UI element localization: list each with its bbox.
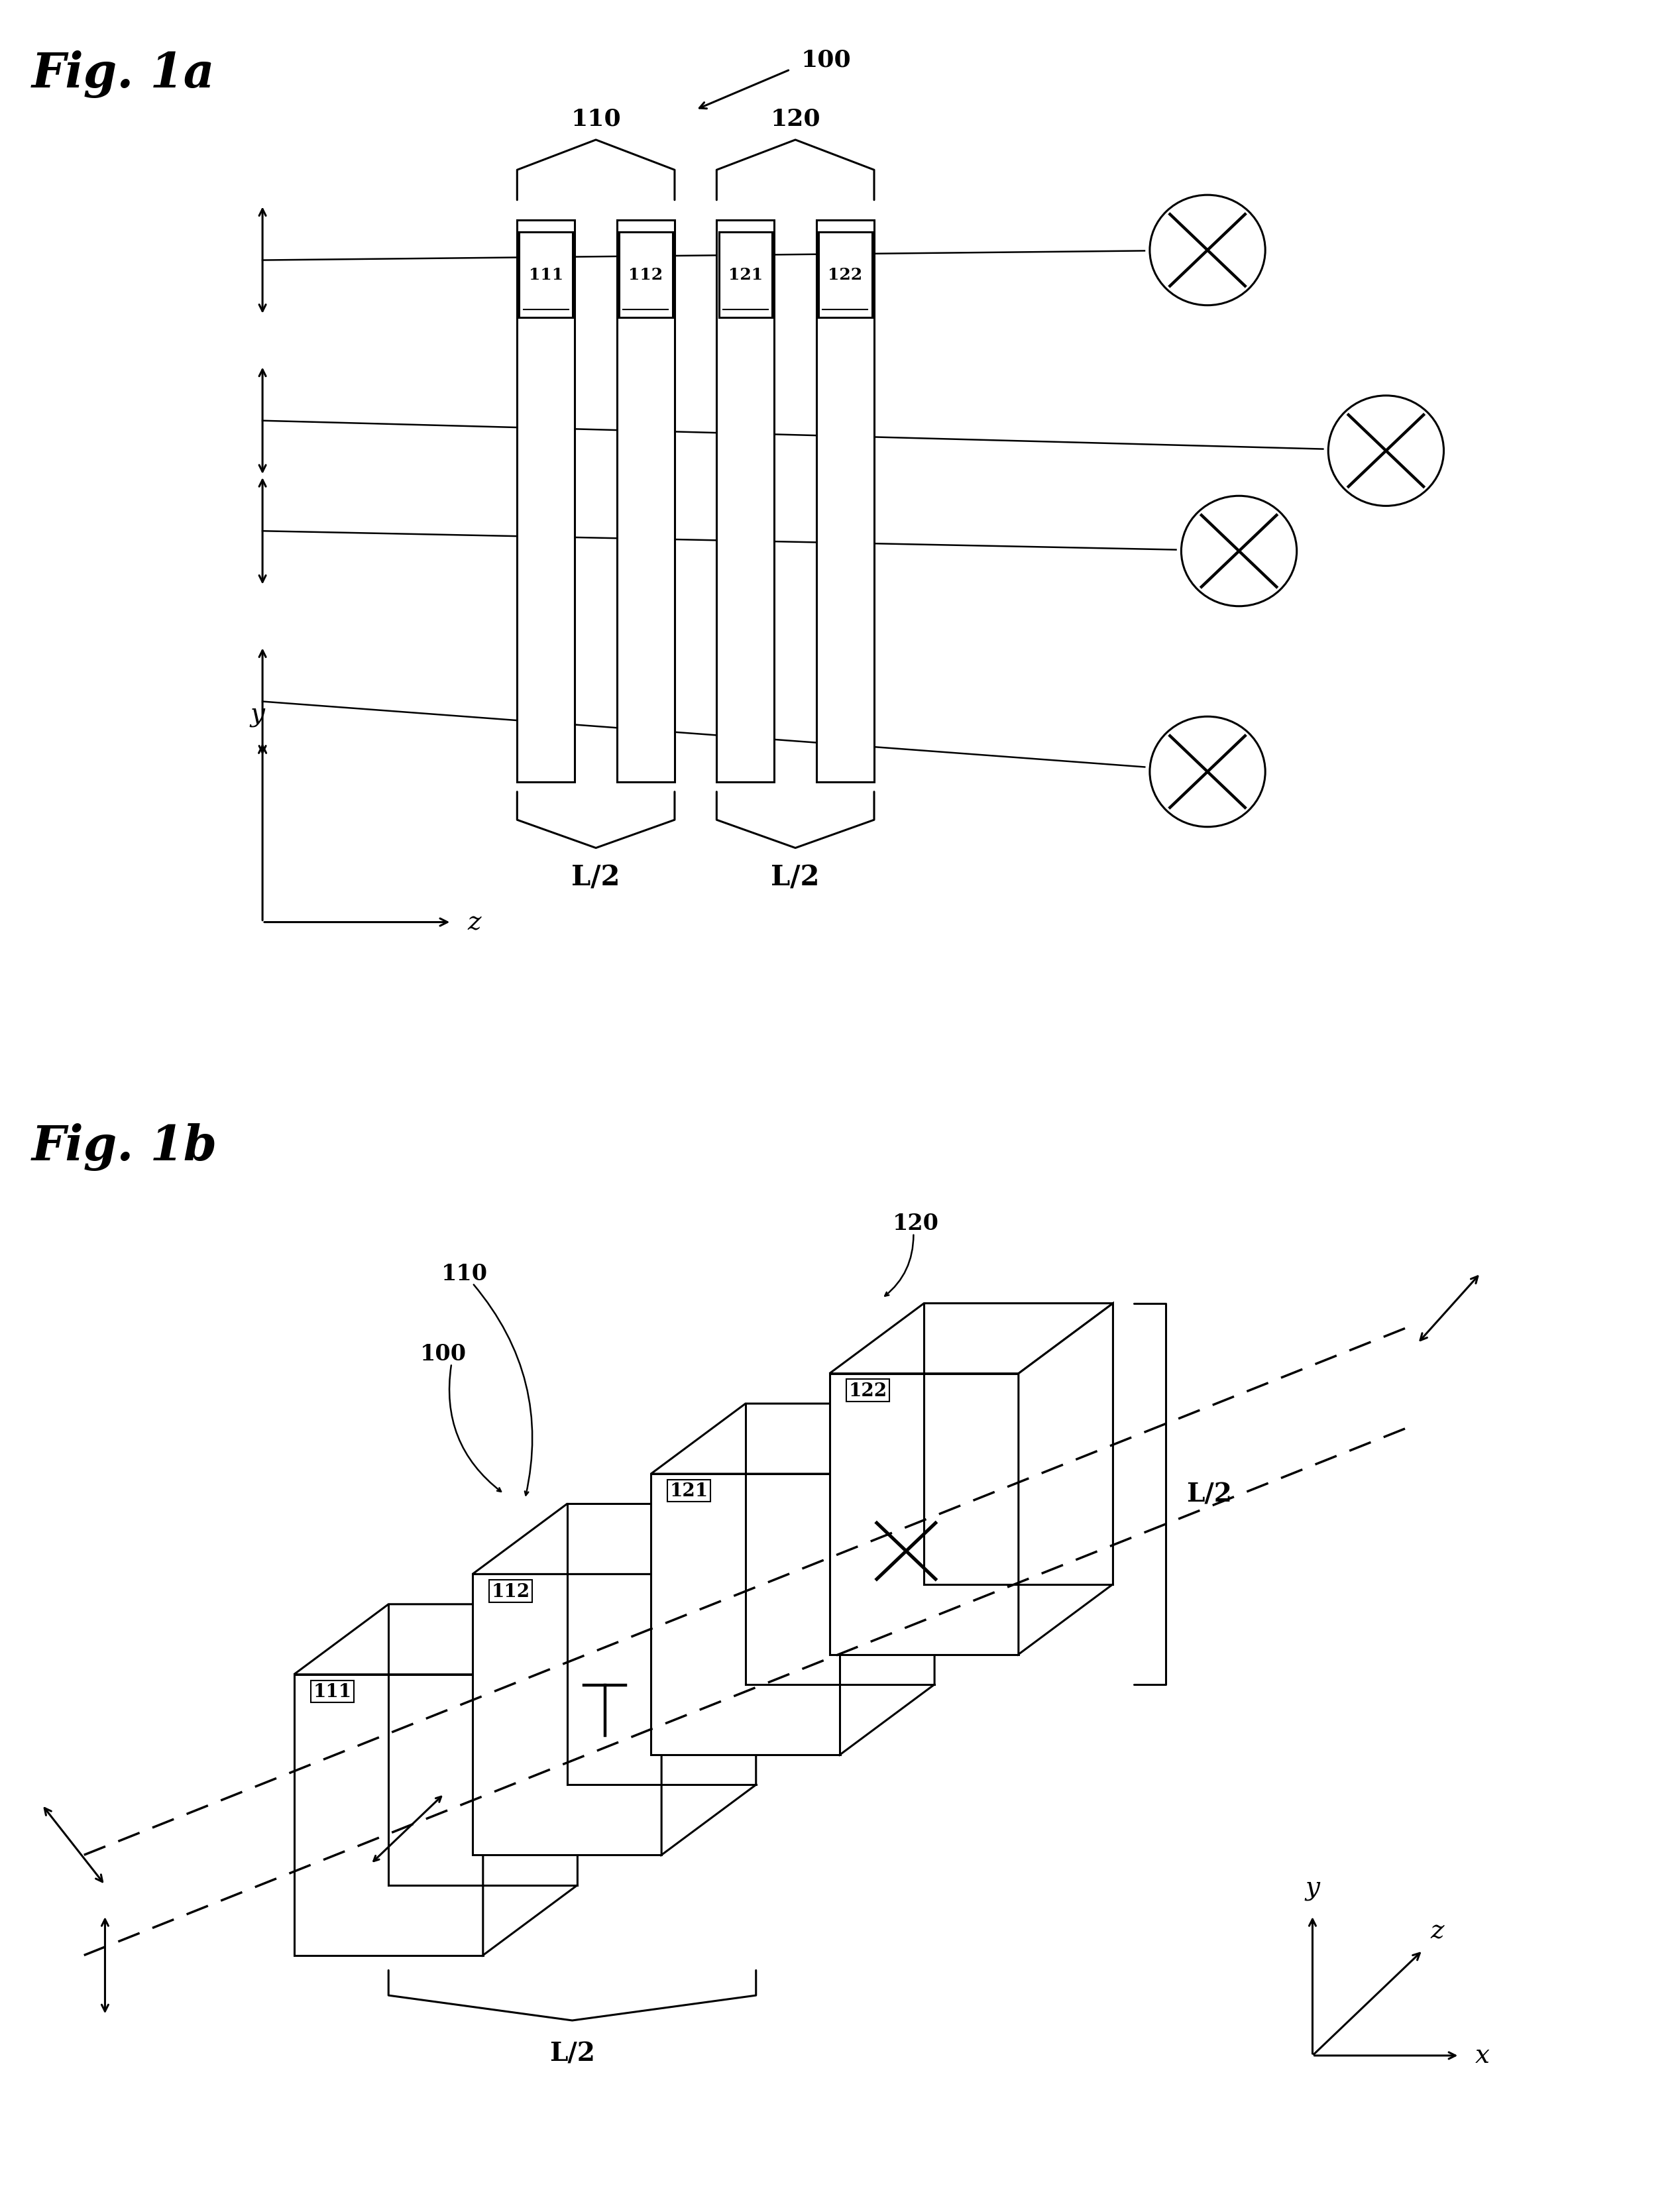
Bar xyxy=(617,221,675,783)
Bar xyxy=(519,232,573,318)
Text: 111: 111 xyxy=(312,1683,351,1701)
Text: y: y xyxy=(250,702,264,728)
Text: Fig. 1b: Fig. 1b xyxy=(32,1123,217,1171)
Text: 120: 120 xyxy=(771,108,820,130)
Text: z: z xyxy=(1430,1919,1443,1943)
Polygon shape xyxy=(652,1474,840,1754)
Text: Fig. 1a: Fig. 1a xyxy=(32,51,215,97)
Text: 111: 111 xyxy=(529,267,563,282)
Polygon shape xyxy=(830,1374,1018,1654)
Bar xyxy=(618,232,672,318)
Text: x: x xyxy=(1475,2043,1490,2067)
Text: 110: 110 xyxy=(571,108,622,130)
Bar xyxy=(719,232,773,318)
Text: 112: 112 xyxy=(491,1582,529,1599)
Text: 100: 100 xyxy=(420,1343,467,1366)
Text: 122: 122 xyxy=(848,1381,887,1399)
Polygon shape xyxy=(1018,1304,1114,1654)
Text: 121: 121 xyxy=(670,1482,709,1500)
Text: 110: 110 xyxy=(440,1262,487,1284)
Text: 121: 121 xyxy=(727,267,763,282)
Polygon shape xyxy=(652,1403,934,1474)
Polygon shape xyxy=(662,1504,756,1855)
Bar xyxy=(816,221,874,783)
Text: y: y xyxy=(1305,1875,1320,1899)
Text: 120: 120 xyxy=(892,1213,939,1235)
Text: 122: 122 xyxy=(828,267,862,282)
Bar xyxy=(717,221,774,783)
Polygon shape xyxy=(294,1674,484,1955)
Bar xyxy=(818,232,872,318)
Polygon shape xyxy=(472,1504,756,1575)
Polygon shape xyxy=(840,1403,934,1754)
Text: z: z xyxy=(467,911,480,935)
Text: 112: 112 xyxy=(628,267,664,282)
Text: L/2: L/2 xyxy=(571,863,620,891)
Text: L/2: L/2 xyxy=(549,2041,595,2065)
Polygon shape xyxy=(484,1604,578,1955)
Polygon shape xyxy=(830,1304,1114,1374)
Text: L/2: L/2 xyxy=(1186,1482,1231,1507)
Polygon shape xyxy=(294,1604,578,1674)
Text: L/2: L/2 xyxy=(771,863,820,891)
Text: 100: 100 xyxy=(801,49,850,71)
Polygon shape xyxy=(472,1575,662,1855)
Bar xyxy=(517,221,575,783)
